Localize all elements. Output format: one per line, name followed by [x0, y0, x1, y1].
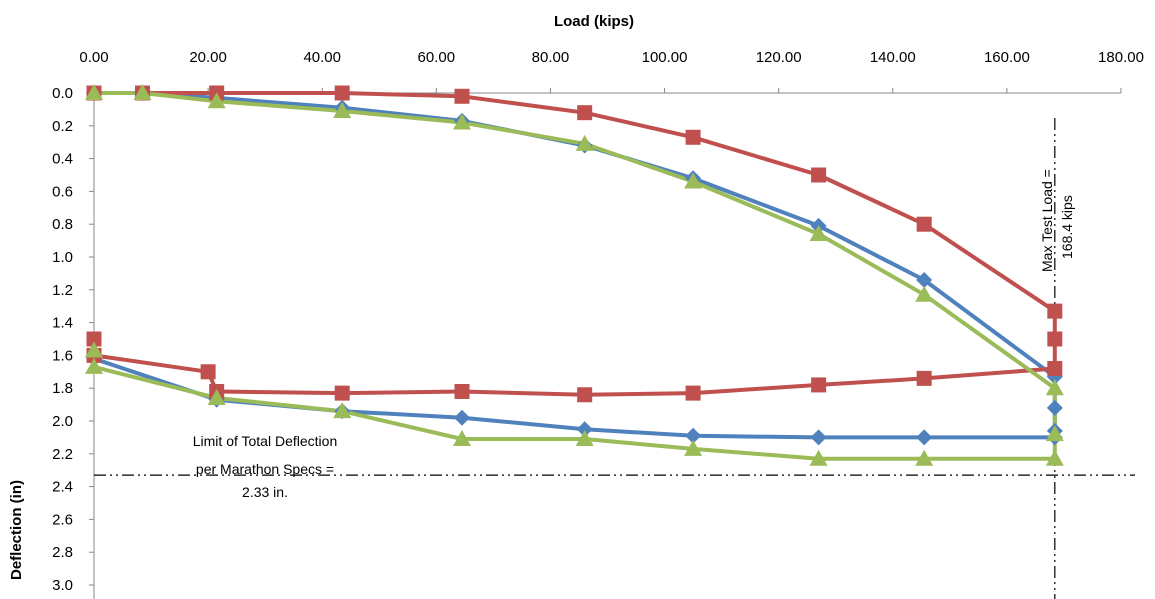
series-1-point [810, 429, 827, 446]
x-tick-label: 80.00 [532, 49, 570, 66]
series-1-point [454, 409, 471, 426]
series-3-point [915, 285, 934, 302]
series-3-point [85, 357, 103, 374]
series-1-line [92, 91, 1057, 440]
series-3-point [915, 449, 934, 466]
y-tick-label: 0.6 [52, 183, 73, 200]
y-tick-label: 0.4 [52, 151, 73, 168]
series-3-point [684, 172, 703, 189]
x-tick-label: 40.00 [303, 49, 341, 66]
y-tick-labels: 0.0 0.2 0.4 0.6 0.8 1.0 1.2 1.4 1.6 1.8 2.0 2.2 2.4 2… [52, 85, 73, 594]
series-3-point [809, 225, 828, 242]
series-2-point [916, 216, 932, 232]
series-2-point [334, 385, 350, 401]
series-2-point [454, 383, 470, 399]
y-tick-label: 1.8 [52, 380, 73, 397]
y-tick-label: 0.0 [52, 85, 73, 102]
series-1-point [1046, 399, 1063, 416]
series-2-point [577, 105, 593, 121]
x-tick-label: 0.00 [79, 49, 108, 66]
series-3-point [1045, 449, 1064, 466]
y-tick-label: 0.8 [52, 216, 73, 233]
x-axis-title: Load (kips) [554, 13, 634, 30]
series-3-point [1045, 425, 1064, 442]
reference-lines [94, 118, 1135, 599]
series-3-point [333, 102, 352, 119]
series-2-point [1047, 361, 1063, 377]
y-tick-label: 1.0 [52, 249, 73, 266]
limit-annotation-line-1: Limit of Total Deflection [193, 433, 337, 449]
series-2-point [1047, 303, 1063, 319]
x-tick-label: 120.00 [756, 49, 802, 66]
limit-annotation: Limit of Total Deflection per Marathon S… [193, 433, 337, 500]
y-tick-label: 2.6 [52, 511, 73, 528]
series-3-point [333, 402, 352, 419]
series-2-point [577, 387, 593, 403]
series-3-point [575, 430, 594, 447]
series-2-point [685, 385, 701, 401]
y-tick-label: 1.4 [52, 315, 73, 332]
series-3-point [1045, 379, 1064, 396]
limit-annotation-line-2: per Marathon Specs = [196, 461, 334, 477]
series-3-point [133, 84, 152, 100]
series-3-point [809, 449, 828, 466]
x-tick-label: 20.00 [189, 49, 227, 66]
y-axis-title: Deflection (in) [8, 480, 25, 580]
axes [89, 88, 1122, 599]
x-tick-label: 60.00 [418, 49, 456, 66]
x-tick-label: 140.00 [870, 49, 916, 66]
max-load-annotation-line-2: 168.4 kips [1059, 195, 1075, 259]
y-tick-label: 3.0 [52, 577, 73, 594]
y-tick-label: 2.4 [52, 479, 73, 496]
series-2-point [200, 364, 216, 380]
series-lines [92, 91, 1057, 461]
y-tick-label: 0.2 [52, 118, 73, 135]
series-2-point [334, 85, 350, 101]
series-2-point [811, 167, 827, 183]
series-1-point [685, 427, 702, 444]
limit-annotation-line-3: 2.33 in. [242, 484, 288, 500]
max-load-annotation-line-1: Max Test Load = [1039, 169, 1055, 272]
series-2-point [1047, 331, 1063, 347]
x-tick-labels: 0.00 20.00 40.00 60.00 80.00 100.00 120.00 140.… [79, 49, 1144, 66]
series-2-point [811, 377, 827, 393]
series-3-point [207, 389, 226, 406]
y-tick-label: 2.2 [52, 446, 73, 463]
series-3-point [85, 84, 103, 100]
y-tick-label: 1.6 [52, 347, 73, 364]
series-2-point [86, 331, 102, 347]
y-tick-label: 2.0 [52, 413, 73, 430]
series-3-point [453, 430, 472, 447]
series-markers [85, 84, 1064, 466]
series-1-point [916, 429, 933, 446]
series-3-point [207, 92, 226, 109]
series-2-line [92, 91, 1057, 397]
max-load-annotation: Max Test Load = 168.4 kips [1039, 169, 1075, 272]
y-tick-label: 1.2 [52, 282, 73, 299]
series-2-point [916, 370, 932, 386]
series-3-point [85, 341, 103, 358]
series-3-line [92, 91, 1057, 461]
y-tick-label: 2.8 [52, 544, 73, 561]
series-2-point [454, 88, 470, 104]
x-tick-label: 160.00 [984, 49, 1030, 66]
series-2-point [685, 129, 701, 145]
x-tick-label: 180.00 [1098, 49, 1144, 66]
series-1-point [576, 421, 593, 438]
series-3-point [575, 134, 594, 151]
series-3-point [684, 439, 703, 456]
x-tick-label: 100.00 [642, 49, 688, 66]
series-1-point [916, 271, 933, 288]
series-3-point [453, 113, 472, 130]
